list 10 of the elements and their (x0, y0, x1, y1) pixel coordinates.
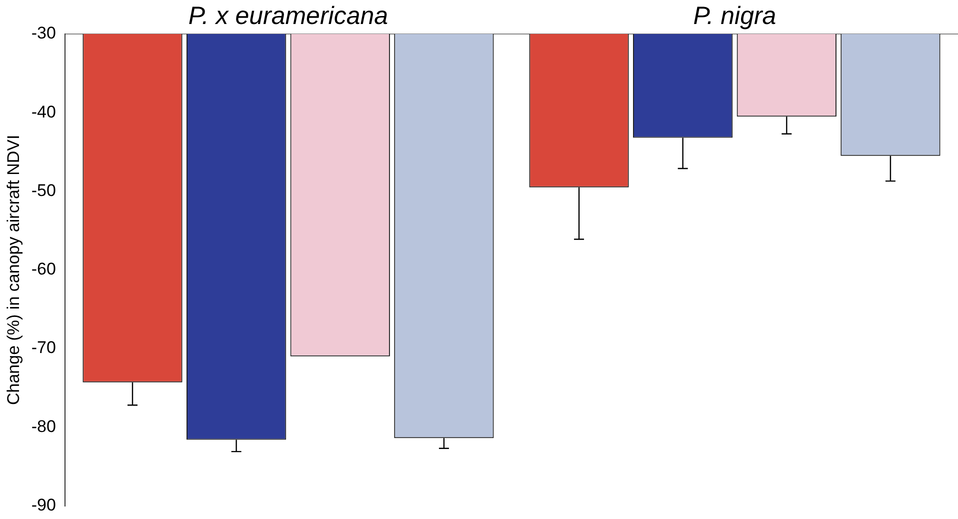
x-tick-label: P. nigra (693, 2, 776, 30)
y-tick-label: -60 (31, 260, 56, 279)
y-tick-label: -30 (31, 24, 56, 43)
y-tick-label: -50 (31, 180, 56, 200)
y-axis-title: Change (%) in canopy aircraft NDVI (4, 134, 23, 406)
y-tick-label: -80 (31, 416, 56, 436)
x-tick-label: P. x euramericana (188, 2, 388, 30)
y-tick-label: -90 (31, 495, 56, 514)
y-tick-label: -40 (31, 102, 56, 122)
y-tick-label: -70 (31, 338, 56, 358)
